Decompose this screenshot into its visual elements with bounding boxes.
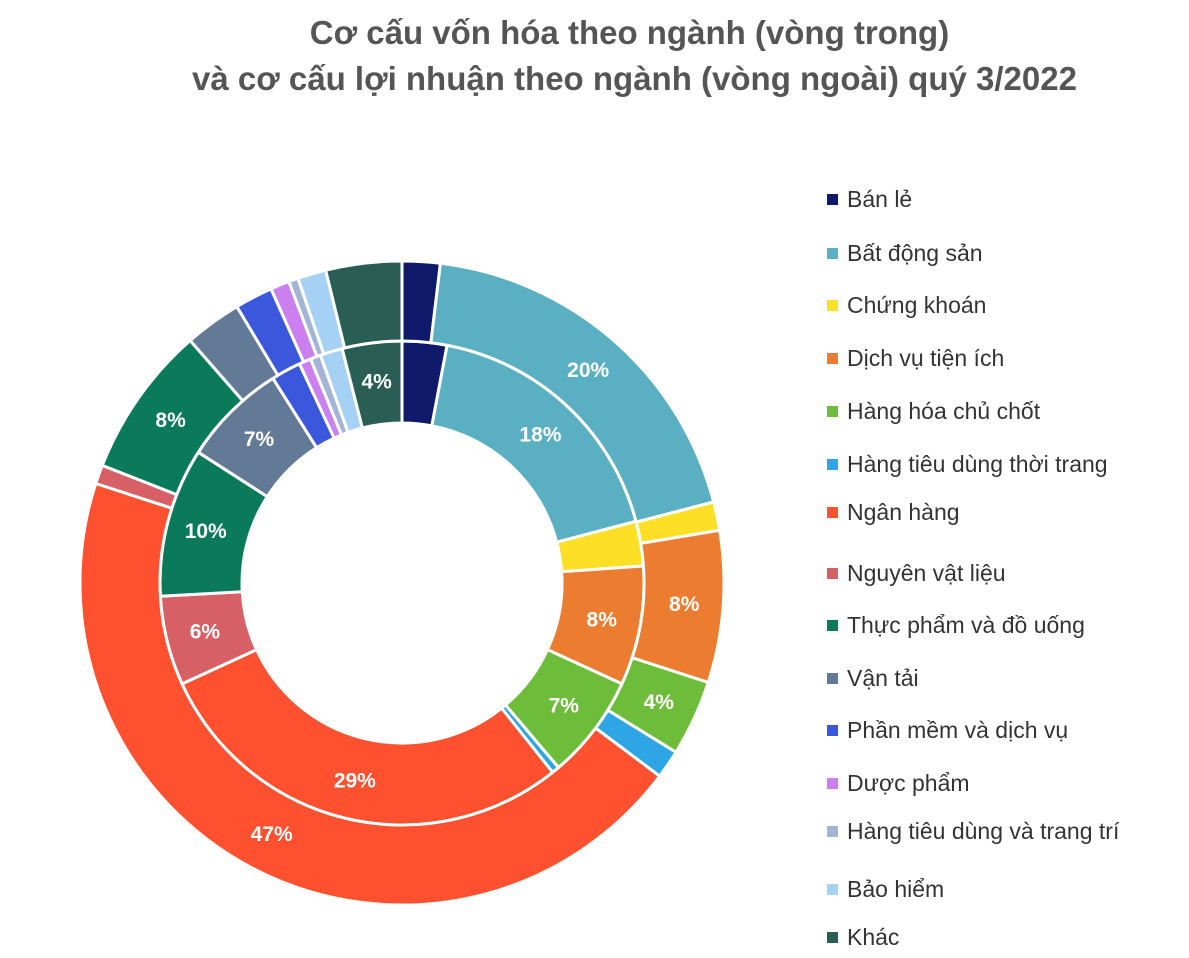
legend-swatch — [827, 567, 838, 579]
chart-title: Cơ cấu vốn hóa theo ngành (vòng trong) v… — [0, 10, 1189, 102]
legend-item-dich-vu-tien-ich: Dịch vụ tiện ích — [827, 343, 1004, 373]
legend-label: Bảo hiểm — [847, 875, 945, 902]
legend-swatch — [827, 405, 838, 417]
legend-swatch — [827, 506, 838, 518]
legend-swatch — [827, 193, 838, 205]
inner-label-bat-dong-san: 18% — [519, 423, 561, 446]
legend-item-phan-mem-va-dich-vu: Phần mềm và dịch vụ — [827, 715, 1068, 745]
inner-label-thuc-pham-va-do-uong: 10% — [185, 520, 227, 543]
legend-label: Ngân hàng — [847, 498, 960, 525]
legend-label: Bán lẻ — [847, 185, 913, 212]
outer-label-thuc-pham-va-do-uong: 8% — [155, 409, 186, 432]
inner-label-nguyen-vat-lieu: 6% — [190, 621, 221, 644]
legend-item-nguyen-vat-lieu: Nguyên vật liệu — [827, 558, 1006, 588]
legend-label: Nguyên vật liệu — [847, 559, 1006, 586]
legend-swatch — [827, 458, 838, 470]
legend-item-bat-dong-san: Bất động sản — [827, 238, 983, 268]
legend-label: Vận tải — [847, 664, 919, 691]
legend-swatch — [827, 619, 838, 631]
legend-label: Thực phẩm và đồ uống — [847, 611, 1085, 638]
legend-label: Hàng hóa chủ chốt — [847, 397, 1041, 424]
chart-title-line-1: Cơ cấu vốn hóa theo ngành (vòng trong) — [309, 14, 950, 51]
chart-title-line-2: và cơ cấu lợi nhuận theo ngành (vòng ngo… — [192, 60, 1077, 97]
legend-label: Chứng khoán — [847, 291, 987, 318]
legend-item-van-tai: Vận tải — [827, 663, 919, 693]
legend-label: Bất động sản — [847, 239, 983, 266]
legend-swatch — [827, 883, 838, 895]
outer-slice-ngan-hang — [78, 481, 662, 907]
data-labels: 18% 8% 7% 29% 6% 10% 7% 4% 20% 8% 4% 47% 8% — [155, 359, 699, 846]
legend-label: Hàng tiêu dùng và trang trí — [847, 817, 1120, 844]
legend-item-thuc-pham-va-do-uong: Thực phẩm và đồ uống — [827, 610, 1085, 640]
legend-item-khac: Khác — [827, 922, 899, 952]
legend-item-hang-tieu-dung-thoi-trang: Hàng tiêu dùng thời trang — [827, 449, 1108, 479]
outer-label-hang-hoa-chu-chot: 4% — [644, 691, 675, 714]
legend-swatch — [827, 299, 838, 311]
legend-swatch — [827, 724, 838, 736]
legend-item-ngan-hang: Ngân hàng — [827, 497, 960, 527]
outer-label-dich-vu-tien-ich: 8% — [669, 593, 700, 616]
legend-swatch — [827, 777, 838, 789]
legend-label: Phần mềm và dịch vụ — [847, 716, 1069, 743]
legend-swatch — [827, 247, 838, 259]
legend-item-bao-hiem: Bảo hiểm — [827, 874, 944, 904]
legend-item-hang-tieu-dung-va-trang-tri: Hàng tiêu dùng và trang trí — [827, 816, 1119, 846]
outer-label-ngan-hang: 47% — [251, 823, 293, 846]
legend-item-duoc-pham: Dược phẩm — [827, 768, 970, 798]
legend-label: Hàng tiêu dùng thời trang — [847, 450, 1108, 477]
legend-swatch — [827, 931, 838, 943]
inner-label-dich-vu-tien-ich: 8% — [587, 608, 618, 631]
inner-label-ngan-hang: 29% — [334, 769, 376, 792]
inner-label-van-tai: 7% — [244, 428, 275, 451]
outer-slice-khac — [323, 259, 404, 350]
inner-label-hang-hoa-chu-chot: 7% — [549, 695, 580, 718]
legend-item-chung-khoan: Chứng khoán — [827, 290, 986, 320]
legend-item-ban-le: Bán lẻ — [827, 184, 912, 214]
legend-label: Dược phẩm — [847, 769, 970, 796]
legend-label: Dịch vụ tiện ích — [847, 344, 1005, 371]
legend-label: Khác — [847, 923, 900, 950]
legend-swatch — [827, 672, 838, 684]
doughnut-rings — [78, 259, 726, 907]
inner-label-khac: 4% — [362, 371, 393, 394]
legend-item-hang-hoa-chu-chot: Hàng hóa chủ chốt — [827, 396, 1040, 426]
outer-label-bat-dong-san: 20% — [567, 359, 609, 382]
legend-swatch — [827, 825, 838, 837]
legend-swatch — [827, 352, 838, 364]
